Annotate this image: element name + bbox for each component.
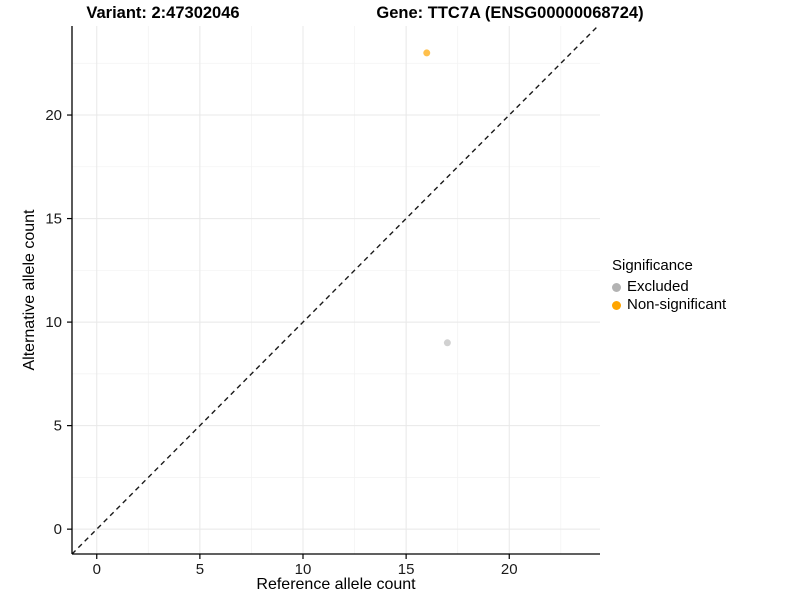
non-significant-dot-icon <box>612 300 621 310</box>
legend-item-excluded: Excluded <box>612 278 726 296</box>
y-tick-label: 15 <box>45 211 62 228</box>
y-tick-label: 5 <box>54 418 62 435</box>
legend-title: Significance <box>612 257 693 274</box>
data-points <box>423 49 451 347</box>
legend-item-non-significant: Non-significant <box>612 296 726 314</box>
legend-item-label: Excluded <box>627 278 689 295</box>
identity-dashed-line <box>71 25 599 555</box>
x-axis-title: Reference allele count <box>256 576 416 593</box>
minor-gridlines <box>72 26 600 554</box>
gene-title: Gene: TTC7A (ENSG00000068724) <box>376 4 644 22</box>
variant-title: Variant: 2:47302046 <box>86 4 240 22</box>
y-tick-label: 20 <box>45 107 62 124</box>
x-tick-label: 10 <box>295 561 312 578</box>
axis-lines <box>71 26 600 555</box>
tick-labels: 0 5 10 15 20 0 5 10 15 20 <box>45 107 517 578</box>
x-tick-label: 15 <box>398 561 415 578</box>
x-tick-label: 20 <box>501 561 518 578</box>
y-axis-title: Alternative allele count <box>21 209 38 371</box>
x-tick-label: 5 <box>196 561 204 578</box>
point-excluded <box>443 339 451 347</box>
legend: Significance Excluded Non-significant <box>612 257 726 314</box>
legend-item-label: Non-significant <box>627 296 727 313</box>
y-tick-label: 0 <box>54 521 62 538</box>
point-non-significant <box>423 49 431 57</box>
excluded-dot-icon <box>612 282 621 292</box>
tick-marks <box>67 114 510 559</box>
x-tick-label: 0 <box>93 561 101 578</box>
y-tick-label: 10 <box>45 314 62 331</box>
major-gridlines <box>72 26 600 554</box>
